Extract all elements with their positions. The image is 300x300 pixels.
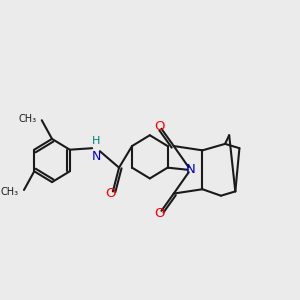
Text: H: H <box>92 136 101 146</box>
Text: O: O <box>105 187 116 200</box>
Text: N: N <box>92 150 101 163</box>
Text: N: N <box>185 163 195 176</box>
Text: CH₃: CH₃ <box>19 114 37 124</box>
Text: CH₃: CH₃ <box>1 187 19 196</box>
Text: O: O <box>154 207 164 220</box>
Text: O: O <box>154 120 164 133</box>
